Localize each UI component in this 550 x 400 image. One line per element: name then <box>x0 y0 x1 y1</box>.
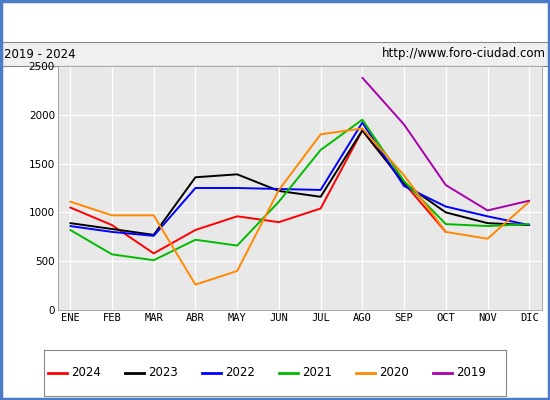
Text: 2023: 2023 <box>148 366 178 380</box>
Text: 2024: 2024 <box>71 366 101 380</box>
Text: 2019 - 2024: 2019 - 2024 <box>4 48 76 60</box>
Text: Evolucion Nº Turistas Nacionales en el municipio de Cañizal: Evolucion Nº Turistas Nacionales en el m… <box>57 14 493 28</box>
Text: http://www.foro-ciudad.com: http://www.foro-ciudad.com <box>382 48 546 60</box>
Text: 2019: 2019 <box>456 366 486 380</box>
Text: 2020: 2020 <box>379 366 409 380</box>
Text: 2021: 2021 <box>302 366 332 380</box>
Text: 2022: 2022 <box>225 366 255 380</box>
